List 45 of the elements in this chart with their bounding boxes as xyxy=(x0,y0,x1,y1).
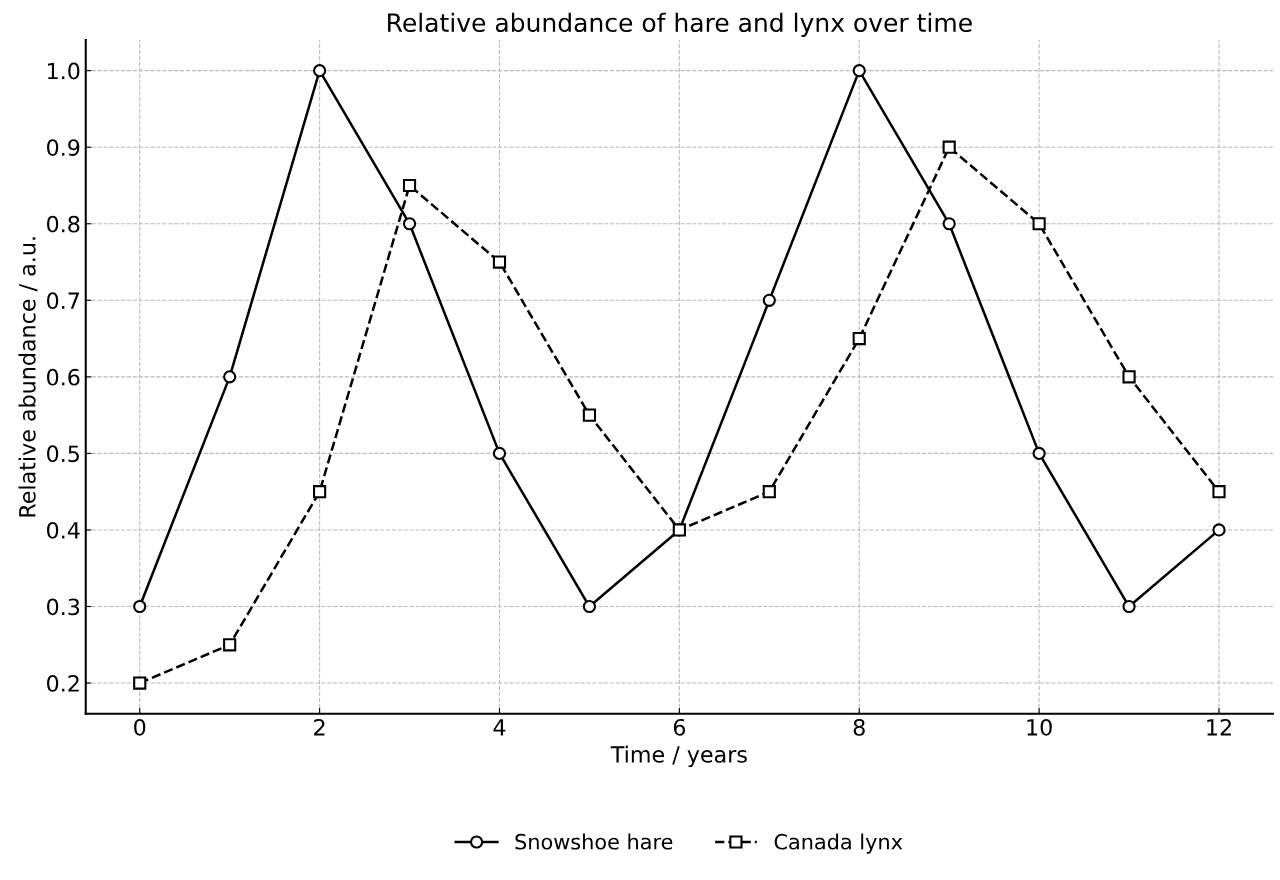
point xyxy=(313,64,327,78)
y-tick-label: 0.6 xyxy=(47,368,80,386)
x-tick-label: 6 xyxy=(673,718,686,736)
x-tick-label: 2 xyxy=(314,718,325,736)
y-tick-label: 0.5 xyxy=(47,445,79,463)
y-axis-title: Relative abundance / a.u. xyxy=(18,237,38,517)
x-tick-label: 8 xyxy=(853,718,865,736)
y-tick-label: 0.4 xyxy=(47,521,80,539)
point xyxy=(1212,485,1226,499)
x-tick-label: 4 xyxy=(493,719,506,736)
y-tick-label: 0.7 xyxy=(47,292,79,310)
point xyxy=(942,217,956,231)
point xyxy=(492,446,507,461)
point xyxy=(133,599,147,614)
y-tick-label: 1.0 xyxy=(48,62,80,80)
point xyxy=(762,293,776,307)
point xyxy=(582,599,597,614)
x-tick-label: 0 xyxy=(134,718,146,736)
point xyxy=(223,370,237,384)
point xyxy=(1212,523,1226,537)
point xyxy=(852,331,866,346)
x-axis-title: Time / years xyxy=(610,745,747,768)
y-tick-label: 0.9 xyxy=(47,139,80,156)
x-tick-label: 10 xyxy=(1027,718,1052,736)
point xyxy=(133,676,147,690)
point xyxy=(582,408,597,422)
point xyxy=(852,64,866,78)
point xyxy=(313,485,327,499)
point xyxy=(223,638,237,652)
chart-title: Relative abundance of hare and lynx over time xyxy=(388,12,972,37)
x-tick-label: 12 xyxy=(1207,718,1231,736)
y-tick-label: 0.3 xyxy=(47,598,80,616)
legend-label: Snowshoe hare xyxy=(515,833,673,850)
point xyxy=(1032,446,1046,461)
point xyxy=(762,485,776,499)
point xyxy=(1122,599,1136,614)
y-tick-label: 0.2 xyxy=(47,675,79,692)
point xyxy=(492,255,507,269)
legend-label: Canada lynx xyxy=(774,833,903,854)
point xyxy=(942,140,956,154)
point xyxy=(1032,217,1046,231)
point xyxy=(402,217,417,231)
point xyxy=(402,178,417,193)
y-tick-label: 0.8 xyxy=(47,215,80,233)
point xyxy=(1122,370,1136,384)
